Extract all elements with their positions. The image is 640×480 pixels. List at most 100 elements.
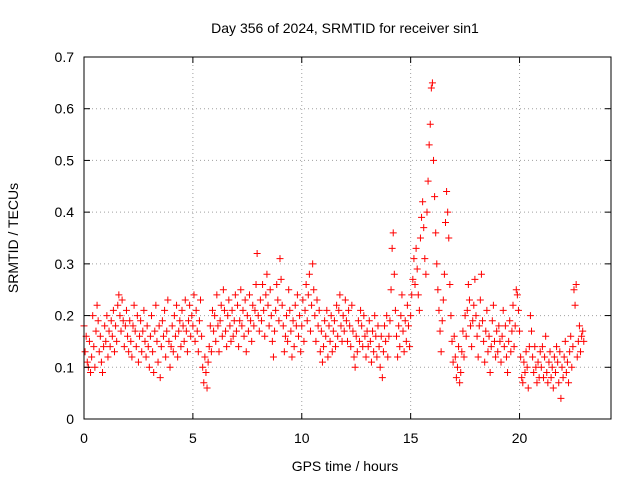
data-point xyxy=(481,358,489,366)
data-point xyxy=(291,301,299,309)
data-point xyxy=(411,281,419,289)
data-point xyxy=(253,250,261,258)
data-point xyxy=(414,291,422,299)
data-point xyxy=(444,208,452,216)
data-point xyxy=(342,317,350,325)
data-point xyxy=(387,286,395,294)
x-tick-label: 20 xyxy=(512,430,528,446)
data-point xyxy=(134,358,142,366)
data-point xyxy=(114,301,122,309)
data-point xyxy=(566,348,574,356)
data-point xyxy=(536,348,544,356)
data-point xyxy=(105,327,113,335)
data-point xyxy=(216,317,224,325)
data-point xyxy=(453,363,461,371)
y-tick-label: 0.7 xyxy=(55,49,75,65)
data-point xyxy=(438,317,446,325)
data-point xyxy=(115,291,123,299)
data-point xyxy=(551,368,559,376)
data-point xyxy=(306,327,314,335)
data-point xyxy=(348,301,356,309)
data-point xyxy=(548,363,556,371)
data-point xyxy=(347,343,355,351)
data-point xyxy=(156,374,164,382)
data-point xyxy=(189,322,197,330)
data-point xyxy=(287,327,295,335)
data-point xyxy=(157,343,165,351)
data-point xyxy=(341,296,349,304)
data-point xyxy=(279,322,287,330)
data-point xyxy=(108,332,116,340)
data-point xyxy=(521,368,529,376)
data-point xyxy=(504,368,512,376)
data-point xyxy=(447,312,455,320)
data-point xyxy=(333,301,341,309)
data-point xyxy=(522,348,530,356)
grid-lines xyxy=(84,57,611,419)
data-point xyxy=(365,317,373,325)
data-point xyxy=(484,348,492,356)
data-point xyxy=(316,348,324,356)
data-point xyxy=(137,317,145,325)
data-point xyxy=(190,291,198,299)
y-tick-label: 0.1 xyxy=(55,359,75,375)
data-point xyxy=(212,337,220,345)
data-point xyxy=(220,306,228,314)
data-point xyxy=(467,322,475,330)
data-point xyxy=(510,343,518,351)
data-point xyxy=(499,306,507,314)
data-point xyxy=(511,322,519,330)
data-point xyxy=(459,327,467,335)
data-point xyxy=(558,363,566,371)
data-point xyxy=(159,332,167,340)
data-point xyxy=(519,379,527,387)
data-point xyxy=(288,353,296,361)
data-point xyxy=(559,374,567,382)
data-point xyxy=(290,343,298,351)
data-point xyxy=(321,317,329,325)
data-point xyxy=(153,337,161,345)
data-point xyxy=(227,337,235,345)
data-point xyxy=(254,312,262,320)
data-point xyxy=(428,79,436,87)
data-point xyxy=(349,327,357,335)
data-point xyxy=(403,301,411,309)
data-point xyxy=(197,296,205,304)
data-point xyxy=(473,332,481,340)
data-point xyxy=(465,296,473,304)
y-tick-label: 0.5 xyxy=(55,152,75,168)
data-point xyxy=(345,306,353,314)
data-point xyxy=(198,332,206,340)
data-point xyxy=(487,343,495,351)
data-point xyxy=(93,301,101,309)
data-point xyxy=(259,281,267,289)
data-point xyxy=(367,358,375,366)
data-point xyxy=(100,343,108,351)
data-point xyxy=(385,332,393,340)
data-point xyxy=(219,286,227,294)
data-point xyxy=(236,317,244,325)
data-point xyxy=(469,317,477,325)
data-point xyxy=(451,353,459,361)
data-point xyxy=(107,317,115,325)
data-point xyxy=(261,332,269,340)
data-point xyxy=(524,384,532,392)
data-point xyxy=(297,348,305,356)
data-point xyxy=(164,296,172,304)
data-point xyxy=(309,260,317,268)
data-point xyxy=(131,327,139,335)
data-point xyxy=(312,337,320,345)
data-point xyxy=(418,213,426,221)
data-point xyxy=(486,368,494,376)
data-point xyxy=(514,306,522,314)
data-point xyxy=(155,322,163,330)
data-point xyxy=(352,332,360,340)
data-point xyxy=(354,317,362,325)
data-point xyxy=(412,244,420,252)
data-point xyxy=(328,348,336,356)
data-point xyxy=(395,322,403,330)
data-point xyxy=(305,270,313,278)
data-point xyxy=(158,317,166,325)
data-point xyxy=(186,301,194,309)
data-point xyxy=(364,343,372,351)
